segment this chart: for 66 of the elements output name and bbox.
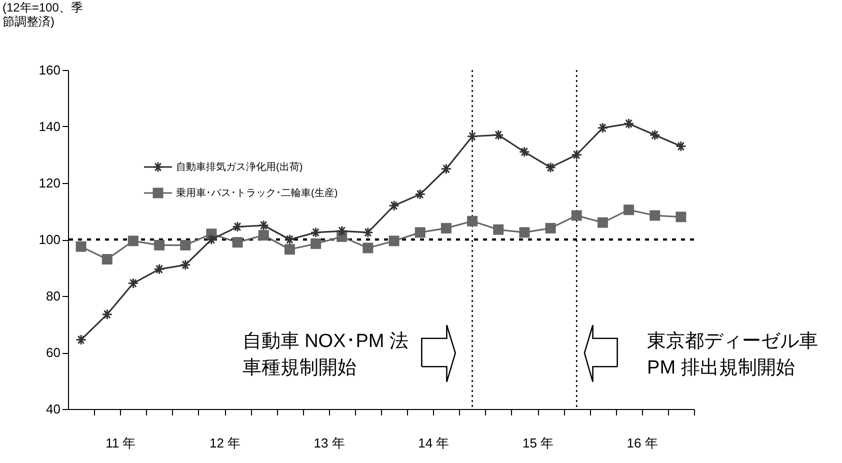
- y-tick-label: 140: [38, 119, 60, 134]
- point: [154, 264, 165, 275]
- point: [232, 237, 243, 248]
- point: [467, 216, 478, 226]
- point: [414, 227, 426, 238]
- y-tick-label: 80: [46, 288, 60, 304]
- point: [258, 220, 270, 231]
- x-tick-label: 13 年: [314, 436, 345, 450]
- point: [519, 227, 530, 238]
- point: [414, 188, 426, 200]
- point: [466, 130, 478, 142]
- y-tick-label: 40: [46, 402, 60, 416]
- point: [571, 149, 582, 160]
- point: [336, 226, 348, 237]
- y-tick-label: 120: [38, 176, 60, 190]
- point: [128, 236, 138, 246]
- point: [518, 146, 530, 158]
- point: [362, 226, 374, 238]
- point: [310, 238, 322, 249]
- point: [440, 163, 452, 174]
- x-tick-label: 11 年: [106, 436, 136, 450]
- point: [76, 241, 86, 252]
- point: [675, 140, 686, 152]
- y-tick-label: 60: [46, 345, 60, 360]
- point: [388, 236, 400, 246]
- point: [624, 204, 634, 216]
- point: [154, 240, 165, 250]
- point: [180, 240, 191, 250]
- point: [102, 254, 112, 265]
- x-tick-label: 16 年: [626, 436, 658, 450]
- point: [206, 234, 217, 245]
- point: [180, 259, 191, 270]
- x-tick-label: 15 年: [522, 436, 554, 450]
- point: [623, 118, 634, 130]
- point: [493, 224, 504, 235]
- legend-label: 乗用車･バス･トラック･二輪車(生産): [176, 187, 338, 199]
- legend-label: 自動車排気ガス浄化用(出荷): [176, 161, 303, 173]
- point: [545, 222, 556, 234]
- annotation: 自動車 NOX･PM 法: [242, 331, 409, 352]
- point: [597, 217, 608, 228]
- x-tick-label: 12 年: [209, 436, 241, 450]
- point: [128, 278, 139, 289]
- point: [440, 222, 452, 234]
- x-tick-label: 14 年: [418, 436, 450, 450]
- point: [571, 210, 582, 221]
- point: [258, 230, 269, 241]
- point: [492, 129, 504, 140]
- y-tick-label: 160: [38, 62, 60, 78]
- annotation: 車種規制開始: [242, 357, 356, 378]
- point: [362, 242, 374, 254]
- annotation: 東京都ディーゼル車: [647, 330, 818, 352]
- point: [310, 226, 322, 238]
- point: [284, 234, 296, 245]
- point: [545, 162, 556, 173]
- point: [76, 334, 87, 346]
- point: [649, 129, 660, 140]
- y-tick-label: 100: [38, 232, 60, 247]
- y-axis-title: (12年=100、季節調整済): [2, 0, 83, 28]
- point: [284, 244, 295, 255]
- point: [650, 210, 660, 221]
- point: [676, 212, 686, 222]
- point: [232, 221, 244, 232]
- point: [388, 200, 400, 212]
- point: [102, 308, 113, 320]
- point: [597, 122, 608, 134]
- annotation: PM 排出規制開始: [647, 357, 795, 378]
